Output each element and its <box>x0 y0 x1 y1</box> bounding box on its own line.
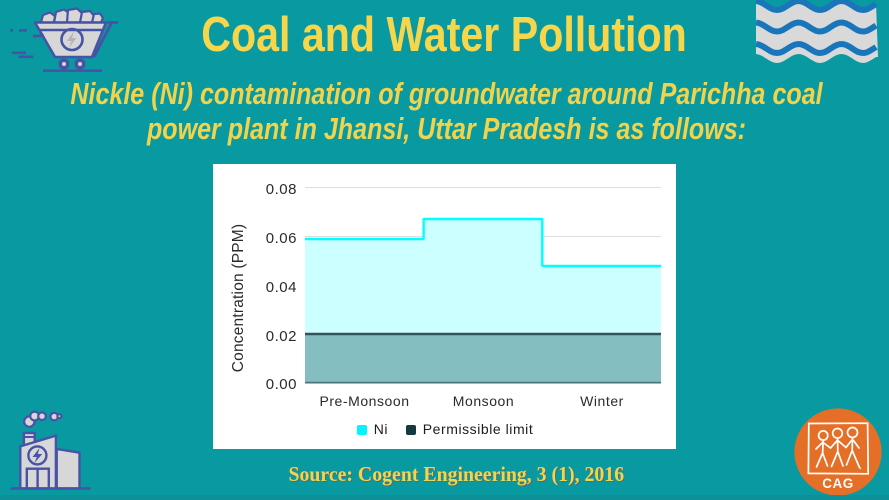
svg-text:CAG: CAG <box>822 476 854 491</box>
